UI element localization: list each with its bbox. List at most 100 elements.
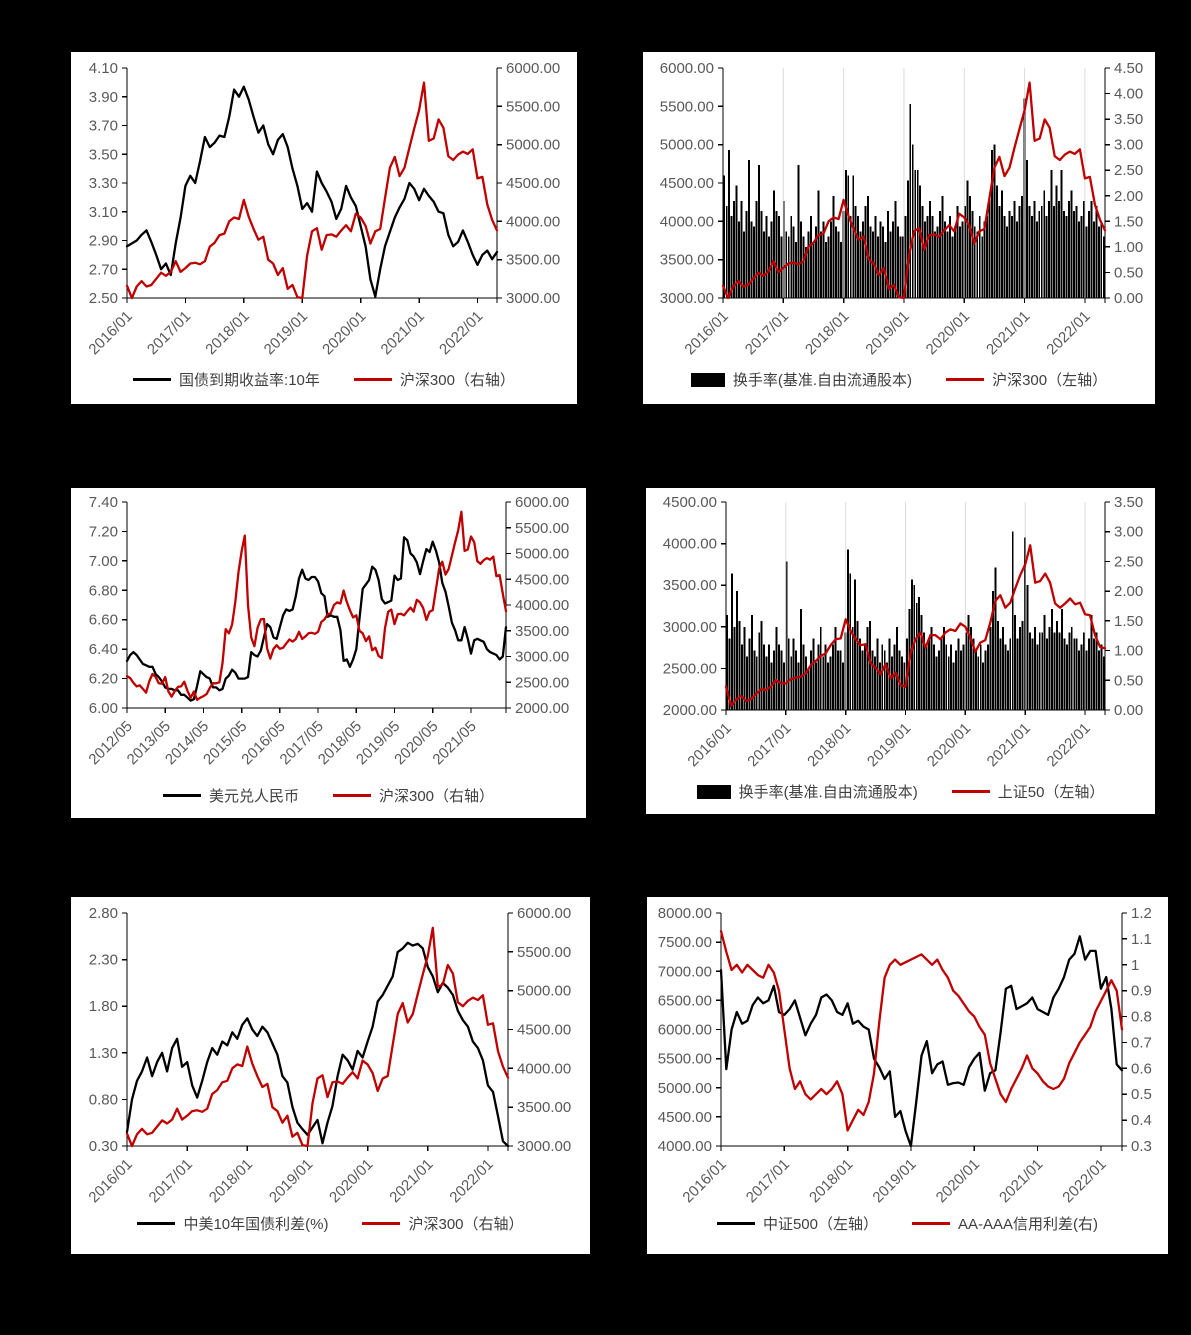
left-axis-label: 8000.00 [658,905,712,922]
left-axis-label: 4000.00 [660,213,714,230]
left-axis-label: 4000.00 [658,1138,712,1155]
right-axis-label: 0.5 [1131,1086,1152,1103]
x-axis-label: 2021/01 [386,1156,436,1206]
right-axis-label: 4500.00 [515,571,569,588]
x-axis-label: 2020/01 [923,308,973,358]
right-axis-label: 1.1 [1131,931,1152,948]
left-axis-label: 5000.00 [660,137,714,154]
x-axis-label: 2018/01 [202,308,252,358]
right-axis-label: 5500.00 [515,520,569,537]
x-axis-label: 2019/01 [261,308,311,358]
chart-canvas: 2.80 2.30 1.80 1.30 0.80 0.30 6000.00 5500.00 50… [85,905,571,1206]
right-axis-label: 2.00 [1114,583,1143,600]
x-axis-label: 2022/01 [446,1156,496,1206]
x-axis-label: 2016/01 [681,308,731,358]
left-axis-label: 4500.00 [660,175,714,192]
x-axis-label: 2021/01 [983,308,1033,358]
axes [716,912,1127,1151]
right-axis-label: 5500.00 [506,98,560,115]
left-axis-label: 7.20 [89,523,118,540]
right-axis-label: 1.2 [1131,905,1152,922]
x-axis-label: 2020/01 [319,308,369,358]
right-axis-label: 2000.00 [515,700,569,717]
right-axis-label: 0.50 [1114,264,1143,281]
chart-cn10y-vs-csi300-panel: 4.10 3.90 3.70 3.50 3.30 3.10 2.90 2.70 2.50 6000… [71,52,577,404]
x-axis-label: 2019/01 [862,308,912,358]
right-axis-label: 2.50 [1114,162,1143,179]
right-axis-label: 3000.00 [517,1138,571,1155]
right-axis-label: 1.00 [1114,239,1143,256]
x-axis-label: 2018/01 [806,1156,856,1206]
right-axis-label: 4.00 [1114,86,1143,103]
bar-series [726,531,1105,710]
left-axis-label: 6.80 [89,582,118,599]
right-axis-label: 0.50 [1114,672,1143,689]
right-axis-label: 3.50 [1114,494,1143,511]
chart-usdcny-vs-csi300-panel: 7.40 7.20 7.00 6.80 6.60 6.40 6.20 6.00 6000.00 5… [71,488,586,818]
left-axis-label: 0.30 [89,1138,118,1155]
left-axis-label: 2.50 [89,290,118,307]
left-axis-label: 3000.00 [663,619,717,636]
left-axis-label: 4500.00 [658,1109,712,1126]
right-axis-label: 3.00 [1114,137,1143,154]
chart-turnover-vs-sse50-panel: 4500.00 4000.00 3500.00 3000.00 2500.00 2000.… [646,488,1155,814]
left-axis-label: 2.90 [89,233,118,250]
right-axis-label: 0.8 [1131,1009,1152,1026]
left-axis-label: 6000.00 [658,1022,712,1039]
right-axis-label: 0.4 [1131,1112,1152,1129]
line-series [125,81,499,300]
left-axis-label: 2000.00 [663,702,717,719]
x-axis-label: 2019/01 [864,720,914,770]
chart-turnover-vs-csi300-panel: 6000.00 5500.00 5000.00 4500.00 4000.00 3500.… [643,52,1155,404]
right-axis-label: 5000.00 [515,546,569,563]
left-axis-label: 5500.00 [658,1051,712,1068]
right-axis-label: 1.00 [1114,643,1143,660]
right-axis-label: 3.00 [1114,524,1143,541]
right-axis-label: 0.6 [1131,1060,1152,1077]
left-axis-label: 7.00 [89,553,118,570]
left-axis-label: 2.30 [89,952,118,969]
axes [122,912,513,1151]
axes [122,501,511,713]
line-series [125,536,508,702]
x-axis-label: 2022/01 [1043,308,1093,358]
right-axis-label: 0.7 [1131,1034,1152,1051]
left-axis-label: 6.60 [89,612,118,629]
right-axis-label: 6000.00 [506,60,560,77]
line-series [719,929,1124,1132]
right-axis-label: 4.50 [1114,60,1143,77]
left-axis-label: 3500.00 [663,577,717,594]
right-axis-label: 4000.00 [506,213,560,230]
left-axis-label: 2.80 [89,905,118,922]
right-axis-label: 1.50 [1114,613,1143,630]
x-axis-label: 2018/01 [206,1156,256,1206]
left-axis-label: 4.10 [89,60,118,77]
x-axis-label: 2021/01 [996,1156,1046,1206]
right-axis-label: 0.00 [1114,702,1143,719]
right-axis-label: 5000.00 [517,983,571,1000]
line-series [719,935,1124,1148]
right-axis-label: 1 [1131,957,1139,974]
right-axis-label: 2.50 [1114,553,1143,570]
x-axis-label: 2021/01 [378,308,428,358]
x-axis-label: 2020/01 [924,720,974,770]
x-axis-label: 2017/01 [744,720,794,770]
left-axis-label: 4000.00 [663,536,717,553]
right-axis-label: 4500.00 [517,1022,571,1039]
line-series [721,81,1107,300]
left-axis-label: 7.40 [89,494,118,511]
right-axis-label: 6000.00 [515,494,569,511]
left-axis-label: 6500.00 [658,992,712,1009]
left-axis-label: 3000.00 [660,290,714,307]
x-axis-label: 2022/01 [1059,1156,1109,1206]
x-axis-label: 2022/01 [436,308,486,358]
x-axis-label: 2016/01 [679,1156,729,1206]
left-axis-label: 1.80 [89,998,118,1015]
left-axis-label: 4500.00 [663,494,717,511]
x-axis-label: 2019/01 [266,1156,316,1206]
x-axis-label: 2020/01 [326,1156,376,1206]
x-axis-label: 2021/01 [984,720,1034,770]
x-axis-label: 2020/01 [933,1156,983,1206]
right-axis-label: 3500.00 [506,252,560,269]
